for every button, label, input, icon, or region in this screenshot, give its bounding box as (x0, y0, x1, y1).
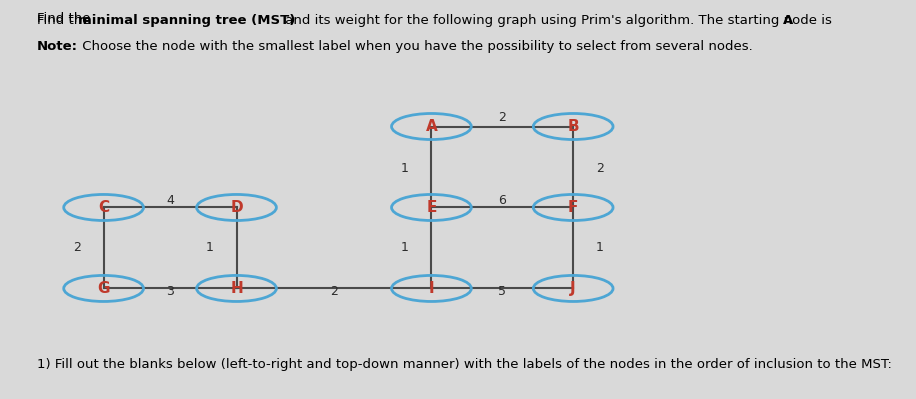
Text: D: D (230, 200, 243, 215)
Text: Find the: Find the (37, 12, 94, 25)
Text: E: E (426, 200, 437, 215)
Text: 2: 2 (595, 162, 604, 175)
Text: 2: 2 (498, 111, 507, 124)
Text: J: J (571, 281, 576, 296)
Text: 2: 2 (330, 285, 338, 298)
Text: A: A (783, 14, 793, 27)
Text: Choose the node with the smallest label when you have the possibility to select : Choose the node with the smallest label … (78, 40, 753, 53)
Text: minimal spanning tree (MST): minimal spanning tree (MST) (78, 14, 295, 27)
Text: Find the: Find the (37, 14, 94, 27)
Text: I: I (429, 281, 434, 296)
Text: 4: 4 (166, 194, 174, 207)
Text: G: G (97, 281, 110, 296)
Text: F: F (568, 200, 578, 215)
Text: 1: 1 (401, 241, 409, 255)
Text: 3: 3 (166, 285, 174, 298)
Text: 1: 1 (206, 241, 213, 255)
Text: H: H (230, 281, 243, 296)
Text: Note:: Note: (37, 40, 78, 53)
Text: 1: 1 (401, 162, 409, 175)
Text: and its weight for the following graph using Prim's algorithm. The starting node: and its weight for the following graph u… (281, 14, 836, 27)
Text: 5: 5 (498, 285, 507, 298)
Text: C: C (98, 200, 109, 215)
Text: B: B (567, 119, 579, 134)
Text: 1: 1 (595, 241, 604, 255)
Text: 6: 6 (498, 194, 507, 207)
Text: A: A (426, 119, 437, 134)
Text: 2: 2 (73, 241, 81, 255)
Text: 1) Fill out the blanks below (left-to-right and top-down manner) with the labels: 1) Fill out the blanks below (left-to-ri… (37, 358, 891, 371)
